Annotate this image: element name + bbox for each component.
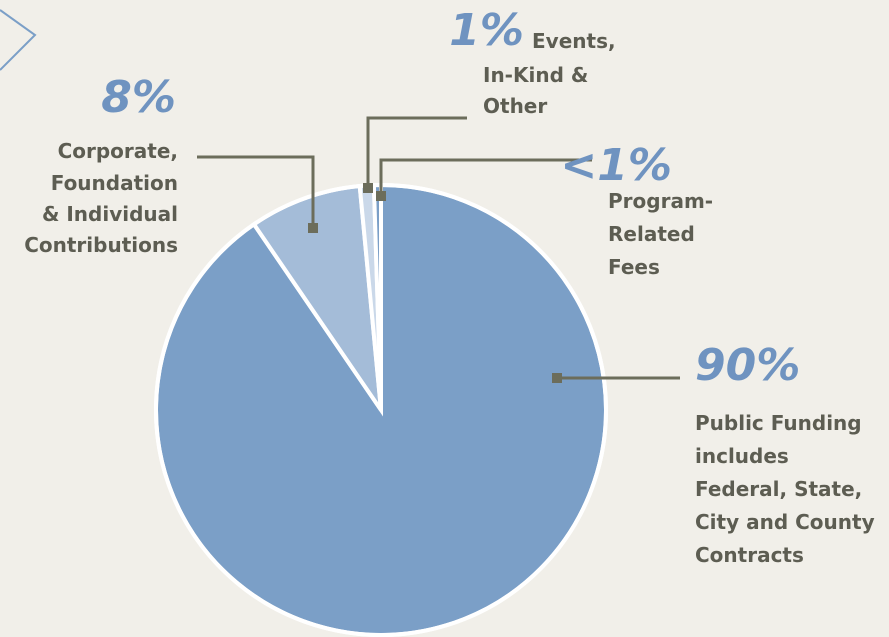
leader-line: [379, 158, 592, 196]
label-line: In-Kind &: [483, 63, 588, 87]
value-label: 90%: [695, 340, 800, 391]
value-label: <1%: [560, 140, 672, 191]
label-line: Events,: [532, 29, 616, 53]
label-line: Federal, State,: [695, 477, 862, 501]
category-label: Events, In-Kind & Other: [483, 29, 616, 118]
label-line: Foundation: [51, 171, 178, 195]
value-label: 8%: [101, 72, 176, 123]
leader-marker: [376, 191, 386, 201]
category-label: Public Funding includes Federal, State, Cit…: [695, 411, 875, 567]
category-label: Corporate, Foundation & Individual Contribu…: [24, 139, 178, 257]
label-line: Contracts: [695, 543, 804, 567]
leader-marker: [363, 183, 373, 193]
label-line: City and County: [695, 510, 875, 534]
label-line: & Individual: [42, 202, 178, 226]
decoration: [0, 9, 37, 71]
label-line: Program-: [608, 189, 713, 213]
label-line: Related: [608, 222, 695, 246]
leader-marker: [552, 373, 562, 383]
leader-line: [197, 155, 315, 228]
label-line: Corporate,: [58, 139, 178, 163]
label-line: Contributions: [24, 233, 178, 257]
label-line: Public Funding: [695, 411, 862, 435]
leader-marker: [308, 223, 318, 233]
label-line: includes: [695, 444, 789, 468]
leader-line: [366, 116, 467, 188]
label-line: Fees: [608, 255, 660, 279]
category-label: Program- Related Fees: [608, 189, 713, 279]
label-line: Other: [483, 94, 547, 118]
value-label: 1%: [449, 5, 524, 56]
